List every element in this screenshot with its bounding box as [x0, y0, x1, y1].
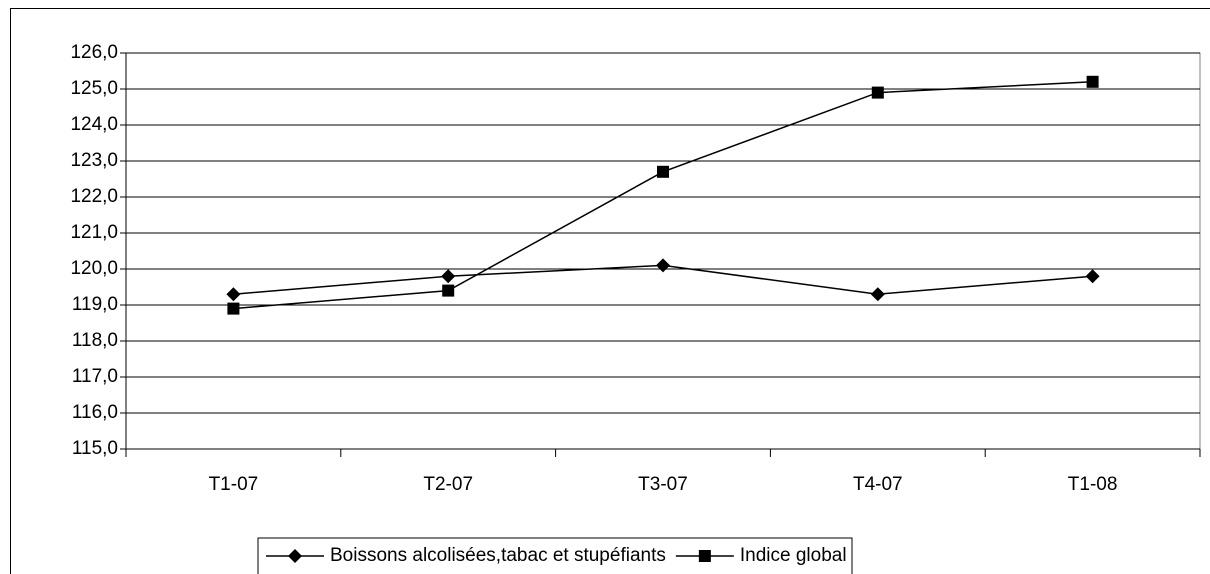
y-tick-label: 125,0: [70, 78, 118, 99]
y-tick-label: 123,0: [70, 150, 118, 171]
square-marker: [227, 302, 240, 315]
plot-area: [125, 52, 1201, 450]
square-marker: [1086, 75, 1099, 88]
y-tick-label: 122,0: [70, 186, 118, 207]
diamond-marker: [656, 258, 670, 273]
diamond-marker: [441, 269, 456, 284]
x-tick-label: T2-07: [423, 474, 473, 495]
series-line: [233, 81, 1093, 310]
y-tick-label: 120,0: [70, 258, 118, 279]
y-tick-label: 121,0: [70, 222, 118, 243]
diamond-marker: [870, 287, 885, 302]
x-tick-label: T4-07: [853, 474, 903, 495]
legend-label: Boissons alcolisées,tabac et stupéfiants: [330, 545, 666, 566]
square-marker: [871, 86, 884, 99]
chart-frame: [10, 8, 1210, 574]
y-tick-label: 117,0: [72, 366, 118, 387]
square-marker: [657, 165, 669, 178]
y-tick-label: 116,0: [72, 402, 118, 423]
y-tick-label: 126,0: [70, 42, 118, 63]
x-tick-label: T1-07: [209, 474, 259, 495]
x-tick-label: T3-07: [638, 474, 688, 495]
x-tick-label: T1-08: [1068, 474, 1118, 495]
legend-box: [257, 537, 853, 574]
legend-label: Indice global: [740, 545, 847, 566]
diamond-marker: [288, 549, 302, 563]
y-tick-label: 119,0: [72, 294, 118, 315]
diamond-marker: [1085, 269, 1100, 284]
y-tick-label: 118,0: [72, 330, 118, 351]
diamond-marker: [226, 287, 241, 302]
square-marker: [442, 284, 455, 297]
square-marker: [698, 550, 711, 562]
y-tick-label: 124,0: [70, 114, 118, 135]
y-tick-label: 115,0: [72, 438, 118, 459]
